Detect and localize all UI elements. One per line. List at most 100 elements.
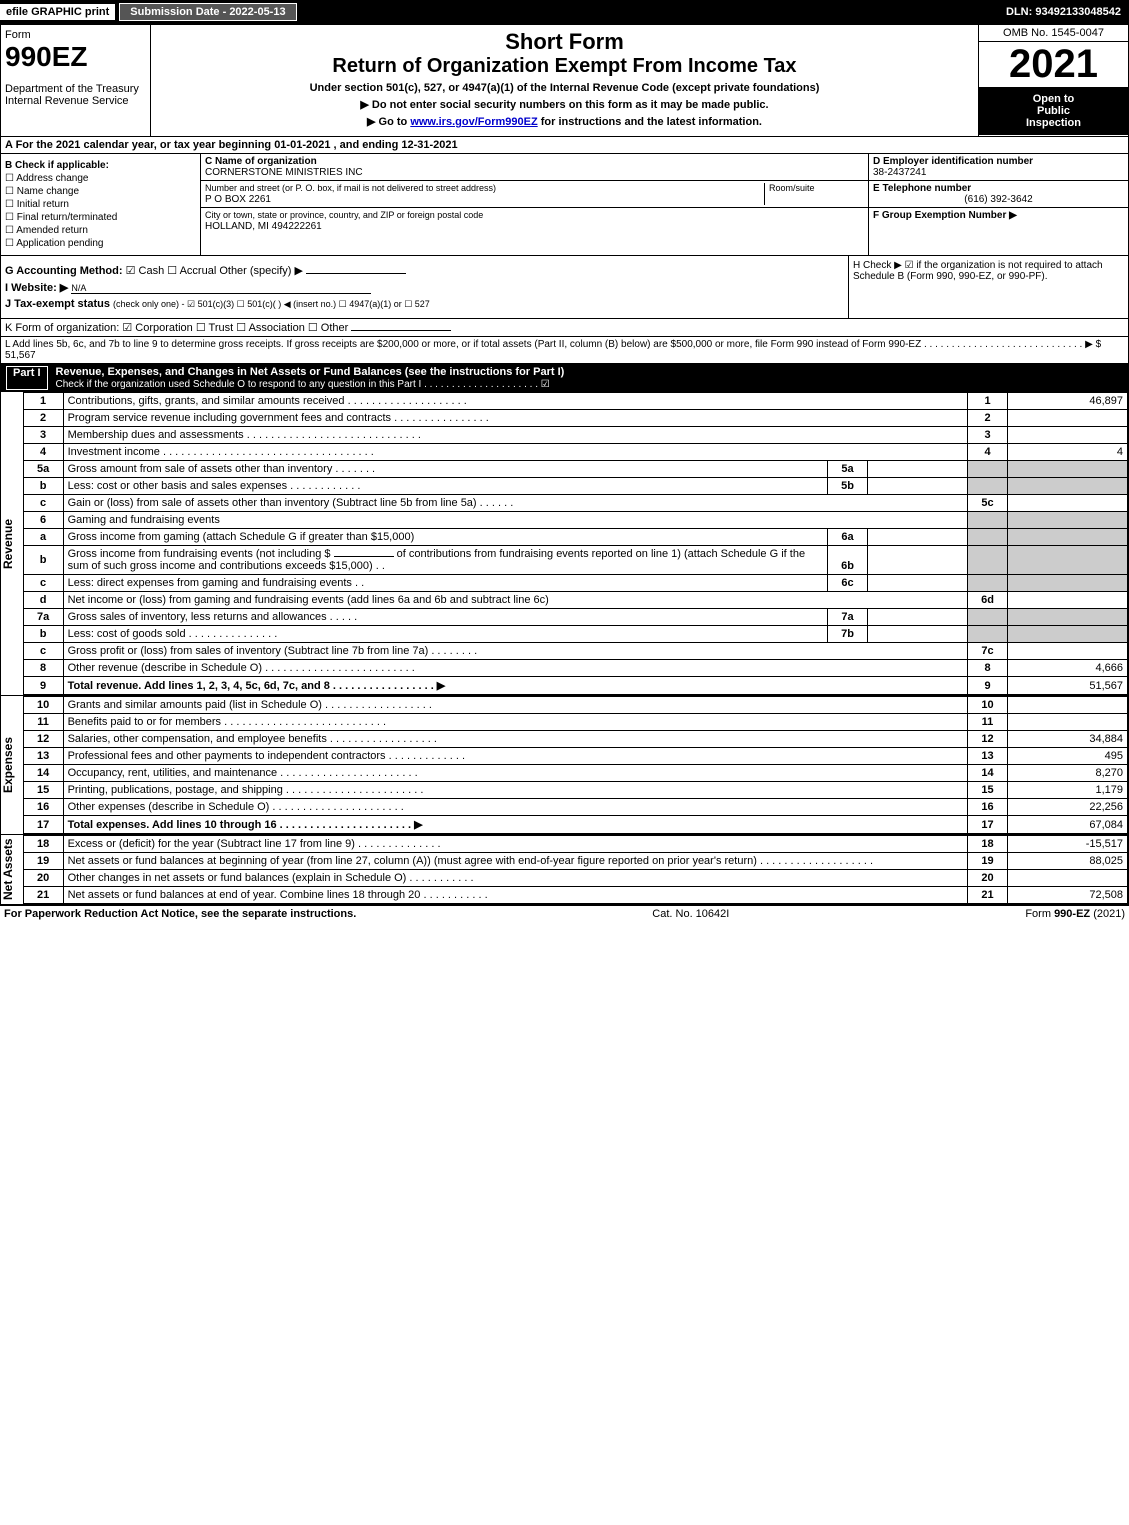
l-text: L Add lines 5b, 6c, and 7b to line 9 to … bbox=[5, 339, 1101, 361]
line-desc: Net income or (loss) from gaming and fun… bbox=[63, 592, 967, 609]
line-10: 10 Grants and similar amounts paid (list… bbox=[23, 697, 1127, 714]
section-k: K Form of organization: ☑ Corporation ☐ … bbox=[0, 319, 1129, 337]
section-ghi: G Accounting Method: ☑ Cash ☐ Accrual Ot… bbox=[0, 256, 1129, 319]
irs-link[interactable]: www.irs.gov/Form990EZ bbox=[410, 116, 537, 128]
line-amount-shaded bbox=[1008, 626, 1128, 643]
line-amount-shaded bbox=[1008, 478, 1128, 495]
line-desc: Occupancy, rent, utilities, and maintena… bbox=[68, 767, 278, 779]
phone-value: (616) 392-3642 bbox=[873, 194, 1124, 205]
cb-label: Initial return bbox=[17, 199, 69, 210]
line-amount bbox=[1008, 643, 1128, 660]
ein-label: D Employer identification number bbox=[873, 156, 1033, 167]
org-name-row: C Name of organization CORNERSTONE MINIS… bbox=[201, 154, 868, 181]
street-row: Number and street (or P. O. box, if mail… bbox=[201, 181, 868, 208]
ghi-left: G Accounting Method: ☑ Cash ☐ Accrual Ot… bbox=[1, 256, 848, 318]
line-ref: 15 bbox=[968, 782, 1008, 799]
line-16: 16 Other expenses (describe in Schedule … bbox=[23, 799, 1127, 816]
line-ref: 13 bbox=[968, 748, 1008, 765]
cb-label: Address change bbox=[16, 173, 88, 184]
cb-label: Final return/terminated bbox=[17, 212, 118, 223]
ein-value: 38-2437241 bbox=[873, 167, 926, 178]
line-desc: Salaries, other compensation, and employ… bbox=[68, 733, 327, 745]
line-3: 3 Membership dues and assessments . . . … bbox=[23, 427, 1127, 444]
line-4: 4 Investment income . . . . . . . . . . … bbox=[23, 444, 1127, 461]
k-other-input[interactable] bbox=[351, 330, 451, 331]
line-ref-shaded bbox=[968, 546, 1008, 575]
line-amount bbox=[1008, 427, 1128, 444]
section-l: L Add lines 5b, 6c, and 7b to line 9 to … bbox=[0, 337, 1129, 364]
city-value: HOLLAND, MI 494222261 bbox=[205, 221, 322, 232]
footer-right-pre: Form bbox=[1025, 908, 1054, 920]
line-ref: 4 bbox=[968, 444, 1008, 461]
line-num: 14 bbox=[23, 765, 63, 782]
top-bar: efile GRAPHIC print Submission Date - 20… bbox=[0, 0, 1129, 24]
line-desc: Gross profit or (loss) from sales of inv… bbox=[68, 645, 429, 657]
line-num: 19 bbox=[23, 853, 63, 870]
tax-year: 2021 bbox=[979, 42, 1128, 87]
g-other: Other (specify) ▶ bbox=[219, 265, 303, 277]
short-form-title: Short Form bbox=[155, 29, 974, 55]
line-num: c bbox=[23, 495, 63, 512]
section-a: A For the 2021 calendar year, or tax yea… bbox=[0, 137, 1129, 154]
line-desc: Contributions, gifts, grants, and simila… bbox=[68, 395, 345, 407]
g-other-input[interactable] bbox=[306, 273, 406, 274]
line-num: c bbox=[23, 643, 63, 660]
g-cash: Cash bbox=[139, 265, 165, 277]
desc-part1: Gross income from fundraising events (no… bbox=[68, 548, 331, 560]
notice2-pre: ▶ Go to bbox=[367, 116, 410, 128]
netassets-sidebar: Net Assets bbox=[1, 835, 23, 904]
line-ref: 5c bbox=[968, 495, 1008, 512]
line-amount-shaded bbox=[1008, 609, 1128, 626]
i-label: I Website: ▶ bbox=[5, 282, 68, 294]
netassets-section: Net Assets 18 Excess or (deficit) for th… bbox=[0, 835, 1129, 905]
line-amount-shaded bbox=[1008, 512, 1128, 529]
line-desc: Total revenue. Add lines 1, 2, 3, 4, 5c,… bbox=[68, 680, 446, 692]
checkbox-final-return[interactable]: ☐ Final return/terminated bbox=[5, 212, 196, 223]
line-num: d bbox=[23, 592, 63, 609]
line-amount bbox=[1008, 714, 1128, 731]
g-accrual: Accrual bbox=[180, 265, 217, 277]
line-desc: Gross income from fundraising events (no… bbox=[63, 546, 827, 575]
checkbox-application-pending[interactable]: ☐ Application pending bbox=[5, 238, 196, 249]
inner-val bbox=[868, 461, 968, 478]
inner-num: 5b bbox=[828, 478, 868, 495]
checkbox-name-change[interactable]: ☐ Name change bbox=[5, 186, 196, 197]
line-17: 17 Total expenses. Add lines 10 through … bbox=[23, 816, 1127, 834]
line-num: 4 bbox=[23, 444, 63, 461]
line-desc: Gross amount from sale of assets other t… bbox=[68, 463, 333, 475]
line-ref: 6d bbox=[968, 592, 1008, 609]
line-desc: Gain or (loss) from sale of assets other… bbox=[68, 497, 477, 509]
inner-num: 7a bbox=[828, 609, 868, 626]
line-num: 7a bbox=[23, 609, 63, 626]
line-num: 3 bbox=[23, 427, 63, 444]
form-header: Form 990EZ Department of the Treasury In… bbox=[0, 24, 1129, 137]
k-text: K Form of organization: ☑ Corporation ☐ … bbox=[5, 322, 348, 334]
line-5b: b Less: cost or other basis and sales ex… bbox=[23, 478, 1127, 495]
checkbox-address-change[interactable]: ☐ Address change bbox=[5, 173, 196, 184]
footer-right-post: (2021) bbox=[1090, 908, 1125, 920]
line-ref: 2 bbox=[968, 410, 1008, 427]
efile-label: efile GRAPHIC print bbox=[0, 4, 115, 20]
j-text: (check only one) - ☑ 501(c)(3) ☐ 501(c)(… bbox=[113, 299, 430, 309]
line-amount: 46,897 bbox=[1008, 393, 1128, 410]
form-number: 990EZ bbox=[5, 41, 146, 73]
contrib-input[interactable] bbox=[334, 556, 394, 557]
section-j: J Tax-exempt status (check only one) - ☑… bbox=[5, 298, 844, 310]
line-amount bbox=[1008, 495, 1128, 512]
line-desc: Less: direct expenses from gaming and fu… bbox=[68, 577, 352, 589]
line-ref-shaded bbox=[968, 478, 1008, 495]
expenses-sidebar: Expenses bbox=[1, 696, 23, 834]
part1-title: Revenue, Expenses, and Changes in Net As… bbox=[56, 366, 1123, 390]
checkbox-initial-return[interactable]: ☐ Initial return bbox=[5, 199, 196, 210]
line-ref: 8 bbox=[968, 660, 1008, 677]
checkbox-amended-return[interactable]: ☐ Amended return bbox=[5, 225, 196, 236]
inner-val bbox=[868, 478, 968, 495]
line-ref: 19 bbox=[968, 853, 1008, 870]
line-desc: Benefits paid to or for members bbox=[68, 716, 221, 728]
line-amount: 88,025 bbox=[1008, 853, 1128, 870]
website-value: N/A bbox=[71, 283, 371, 294]
line-14: 14 Occupancy, rent, utilities, and maint… bbox=[23, 765, 1127, 782]
inner-val bbox=[868, 529, 968, 546]
line-amount-shaded bbox=[1008, 529, 1128, 546]
line-11: 11 Benefits paid to or for members . . .… bbox=[23, 714, 1127, 731]
